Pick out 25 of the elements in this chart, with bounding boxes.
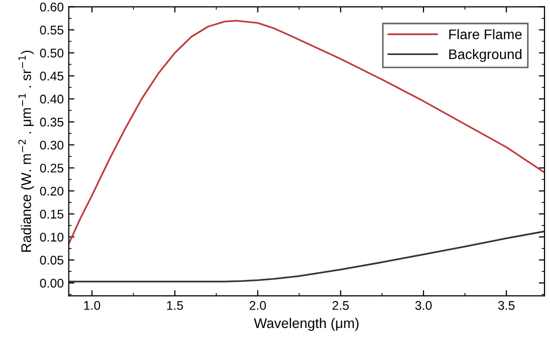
y-tick-label: 0.60: [40, 2, 64, 12]
y-tick-label: 0.00: [40, 278, 64, 288]
y-axis-title: Radiance (W. m$^{−2}$ . μm$^{−1}$ . sr$^{−1}$): [18, 50, 34, 252]
legend-label: Flare Flame: [449, 29, 522, 40]
y-tick-label: 0.35: [40, 118, 64, 127]
x-tick-label: 1.0: [84, 301, 100, 310]
y-tick-label: 0.30: [40, 140, 64, 150]
y-tick-label: 0.10: [40, 232, 64, 242]
x-tick-label: 1.5: [167, 301, 184, 310]
y-tick-label: 0.55: [40, 26, 64, 34]
line-series: [68, 230, 544, 282]
y-tick-label: 0.40: [40, 94, 64, 104]
x-tick-label: 3.0: [415, 301, 432, 310]
y-tick-label: 0.05: [40, 256, 64, 265]
line-series: [68, 20, 544, 245]
y-tick-label: 0.45: [40, 72, 64, 81]
y-tick-label: 0.15: [40, 210, 64, 219]
y-tick-label: 0.20: [40, 186, 64, 196]
legend-label: Background: [449, 48, 522, 62]
y-tick-label: 0.25: [40, 164, 64, 173]
x-tick-label: 3.5: [498, 301, 515, 310]
x-tick-label: 2.5: [332, 301, 349, 310]
y-tick-label: 0.50: [40, 48, 64, 58]
x-tick-label: 2.0: [250, 301, 266, 310]
x-axis-title: Wavelength (μm): [254, 318, 359, 331]
